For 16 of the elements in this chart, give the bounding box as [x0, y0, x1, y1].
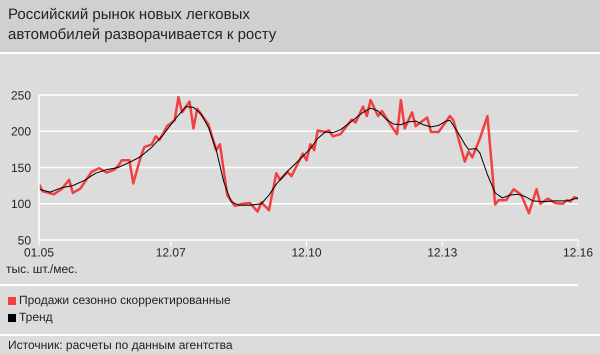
legend-label: Продажи сезонно скорректированные — [19, 292, 231, 309]
x-tick-label: 01.05 — [24, 246, 54, 260]
chart-title: Российский рынок новых легковых автомобилей разворачивается к росту — [8, 5, 278, 45]
y-tick-label: 150 — [10, 160, 32, 175]
x-tick-label: 12.07 — [156, 246, 186, 260]
text: Источник: расчеты по данным агентства — [0, 336, 600, 354]
y-tick-label: 50 — [18, 233, 32, 248]
y-tick-label: 100 — [10, 197, 32, 212]
x-tick-label: 12.10 — [292, 246, 322, 260]
x-tick-label: 12.13 — [427, 246, 458, 260]
legend-label: Тренд — [19, 309, 53, 326]
line-series — [39, 106, 578, 206]
x-tick-label: 12.16 — [562, 246, 594, 260]
y-tick-label: 200 — [10, 124, 32, 139]
y-tick-label: 250 — [10, 88, 32, 102]
y-axis-title: тыс. шт./мес. — [6, 262, 78, 276]
